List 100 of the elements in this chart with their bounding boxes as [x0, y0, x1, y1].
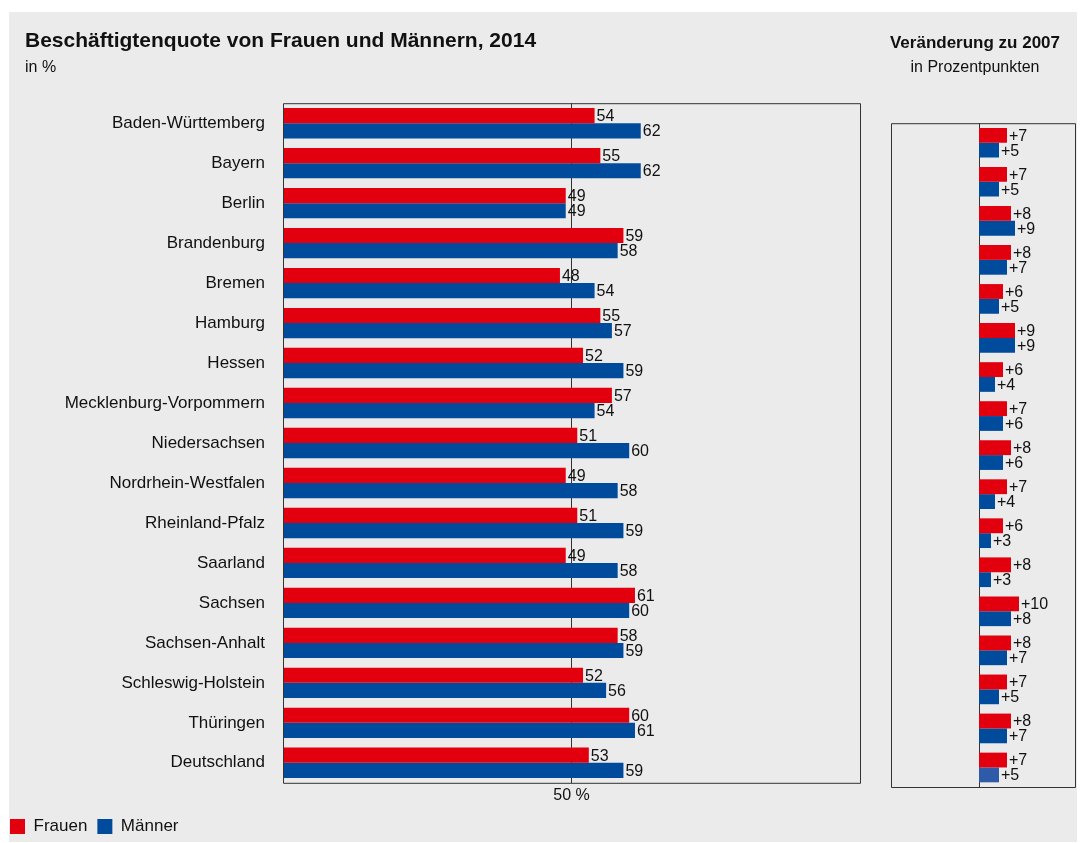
- bar: [283, 267, 560, 284]
- bar: [979, 142, 999, 158]
- bar: [283, 507, 578, 523]
- y-tick-label: Mecklenburg-Vorpommern: [64, 392, 265, 412]
- bar: [283, 347, 584, 364]
- bar: [979, 479, 1007, 495]
- legend-label: Männer: [120, 816, 179, 836]
- bar: [283, 147, 601, 164]
- data-label: +7: [1009, 727, 1028, 745]
- data-label: 59: [625, 761, 644, 779]
- data-label: +10: [1021, 595, 1049, 613]
- bar: [979, 245, 1011, 260]
- data-label: +4: [997, 375, 1016, 393]
- y-tick-label: Hessen: [207, 352, 265, 372]
- bar: [979, 259, 1007, 275]
- bar: [979, 440, 1011, 456]
- bar: [979, 416, 1003, 431]
- y-tick-label: Brandenburg: [166, 232, 265, 252]
- data-label: +5: [1001, 297, 1020, 315]
- chart-title: Veränderung zu 2007: [889, 33, 1061, 53]
- data-label: +9: [1017, 219, 1036, 237]
- bar: [979, 533, 991, 549]
- bar: [283, 443, 630, 459]
- x-tick-label: 50 %: [553, 785, 590, 803]
- data-label: 60: [631, 442, 650, 459]
- bar: [283, 587, 635, 603]
- y-tick-label: Berlin: [221, 192, 265, 212]
- data-label: 55: [602, 306, 621, 324]
- bar: [283, 627, 618, 643]
- bar: [283, 522, 624, 539]
- data-label: +6: [1005, 517, 1024, 535]
- bar: [283, 403, 595, 419]
- data-label: 52: [585, 666, 603, 684]
- data-label: 51: [579, 506, 598, 524]
- bar: [283, 108, 595, 124]
- bar: [979, 284, 1003, 299]
- data-label: +7: [1009, 165, 1028, 183]
- bar: [283, 323, 612, 339]
- data-label: 61: [636, 586, 655, 604]
- y-tick-label: Sachsen-Anhalt: [144, 632, 266, 652]
- data-label: 60: [631, 601, 650, 619]
- data-label: 56: [608, 681, 627, 699]
- y-tick-label: Sachsen: [198, 592, 265, 612]
- data-label: +9: [1017, 321, 1036, 339]
- chart-title: Beschäftigtenquote von Frauen und Männern, 2014: [25, 28, 537, 52]
- bar: [979, 713, 1011, 729]
- bar: [283, 467, 566, 483]
- data-label: +3: [993, 532, 1012, 550]
- bar: [283, 187, 566, 204]
- data-label: +8: [1013, 243, 1032, 261]
- data-label: 62: [642, 162, 661, 180]
- bar: [979, 220, 1015, 236]
- data-label: 54: [596, 107, 615, 124]
- y-tick-label: Rheinland-Pfalz: [144, 512, 265, 532]
- bar: [979, 728, 1007, 744]
- bar: [979, 401, 1007, 417]
- data-label: 60: [631, 706, 650, 724]
- data-label: +8: [1013, 634, 1032, 652]
- data-label: 51: [579, 426, 598, 444]
- bar: [979, 362, 1003, 378]
- bar: [979, 298, 999, 314]
- data-label: +7: [1009, 751, 1028, 769]
- data-label: 57: [613, 322, 632, 340]
- data-label: +3: [993, 571, 1012, 589]
- text: in %: [25, 58, 57, 76]
- y-tick-label: Schleswig-Holstein: [121, 672, 265, 692]
- data-label: +6: [1005, 360, 1024, 378]
- bar: [283, 482, 618, 499]
- data-label: 61: [636, 721, 655, 739]
- bar: [979, 635, 1011, 651]
- y-tick-label: Deutschland: [170, 752, 265, 772]
- data-label: +5: [1001, 180, 1020, 198]
- data-label: 57: [613, 386, 632, 404]
- bar: [283, 722, 635, 739]
- data-label: +7: [1009, 673, 1028, 691]
- bar: [979, 674, 1007, 690]
- data-label: 54: [596, 282, 615, 300]
- data-label: +7: [1009, 649, 1028, 667]
- data-label: +5: [1001, 141, 1020, 159]
- data-label: 53: [590, 746, 609, 764]
- bar: [979, 127, 1007, 143]
- data-label: 55: [602, 146, 621, 164]
- bar: [979, 572, 991, 588]
- y-tick-label: Thüringen: [188, 712, 265, 732]
- bar: [979, 166, 1007, 182]
- bar: [283, 762, 624, 778]
- data-label: +7: [1009, 126, 1028, 144]
- legend-label: Frauen: [33, 816, 88, 836]
- bar: [283, 642, 624, 659]
- y-tick-label: Bremen: [205, 272, 265, 292]
- bar: [283, 363, 624, 379]
- data-label: +8: [1013, 610, 1032, 628]
- bar: [283, 562, 618, 579]
- bar: [283, 307, 601, 324]
- bar: [283, 747, 589, 763]
- data-label: +5: [1001, 688, 1020, 706]
- data-label: 62: [642, 122, 661, 140]
- bar: [979, 689, 999, 705]
- bar: [979, 752, 1007, 768]
- bar: [283, 163, 641, 179]
